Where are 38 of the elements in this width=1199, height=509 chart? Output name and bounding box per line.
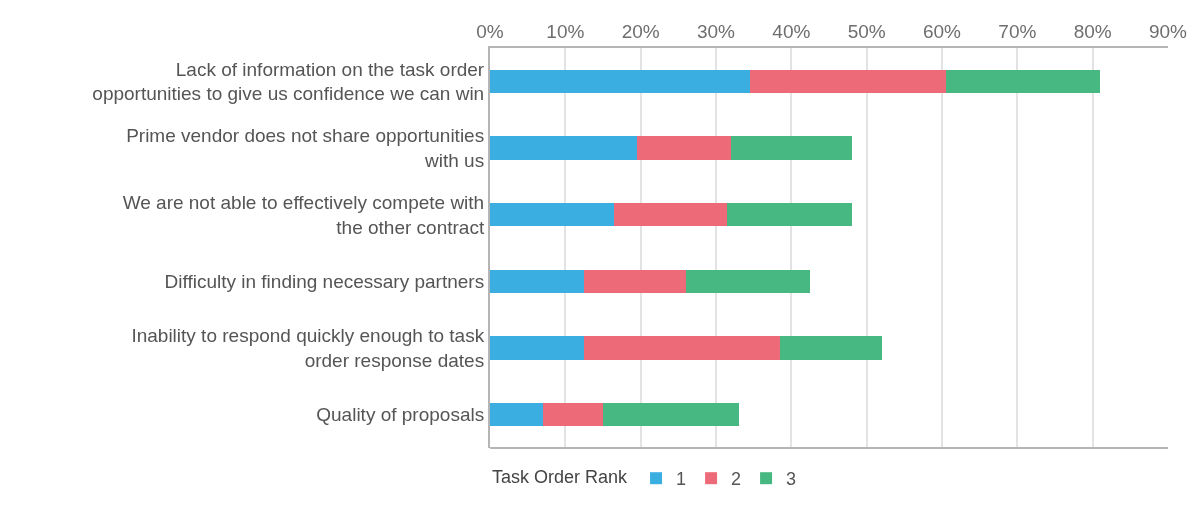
bar xyxy=(945,69,1101,93)
x-tick-label: 60% xyxy=(922,21,962,43)
x-tick-label: 70% xyxy=(998,21,1037,43)
x-tick-label: 50% xyxy=(847,21,886,43)
y-tick-label: Difficulty in finding necessary partners xyxy=(164,270,485,292)
legend-label: 3 xyxy=(786,469,797,490)
legend-label: 2 xyxy=(731,469,742,490)
bar xyxy=(490,203,615,227)
x-tick-label: 80% xyxy=(1073,21,1112,43)
bar xyxy=(780,336,882,360)
bar xyxy=(584,269,686,293)
x-tick-label: 20% xyxy=(621,21,660,43)
bar xyxy=(490,136,637,160)
y-tick-label: Lack of information on the task order opportunities to give us confidence we can win xyxy=(92,58,485,105)
y-tick-label: Quality of proposals xyxy=(316,404,485,426)
y-tick-label: Inability to respond quickly enough to task order response dates xyxy=(131,325,485,371)
x-tick-label: 10% xyxy=(546,21,585,43)
bar xyxy=(490,336,585,360)
bar xyxy=(542,403,603,427)
bar xyxy=(636,136,732,160)
x-tick-label: 30% xyxy=(696,21,736,43)
bar xyxy=(603,403,739,427)
bar xyxy=(731,136,852,160)
x-tick-label: 40% xyxy=(772,21,811,43)
x-tick-label: 90% xyxy=(1148,21,1188,43)
y-tick-label: We are not able to effectively compete with the other contract xyxy=(122,191,485,238)
legend-title: Task Order Rank xyxy=(492,467,629,488)
bar xyxy=(490,69,750,93)
bar xyxy=(490,403,543,427)
legend-label: 1 xyxy=(676,469,687,490)
bar xyxy=(584,336,781,360)
x-tick-label: 0% xyxy=(476,21,504,43)
bar xyxy=(727,203,852,227)
bar xyxy=(749,69,946,93)
bar xyxy=(685,269,811,293)
bar xyxy=(614,203,728,227)
bar xyxy=(490,269,585,293)
y-tick-label: Prime vendor does not share opportunities with us xyxy=(126,125,485,171)
